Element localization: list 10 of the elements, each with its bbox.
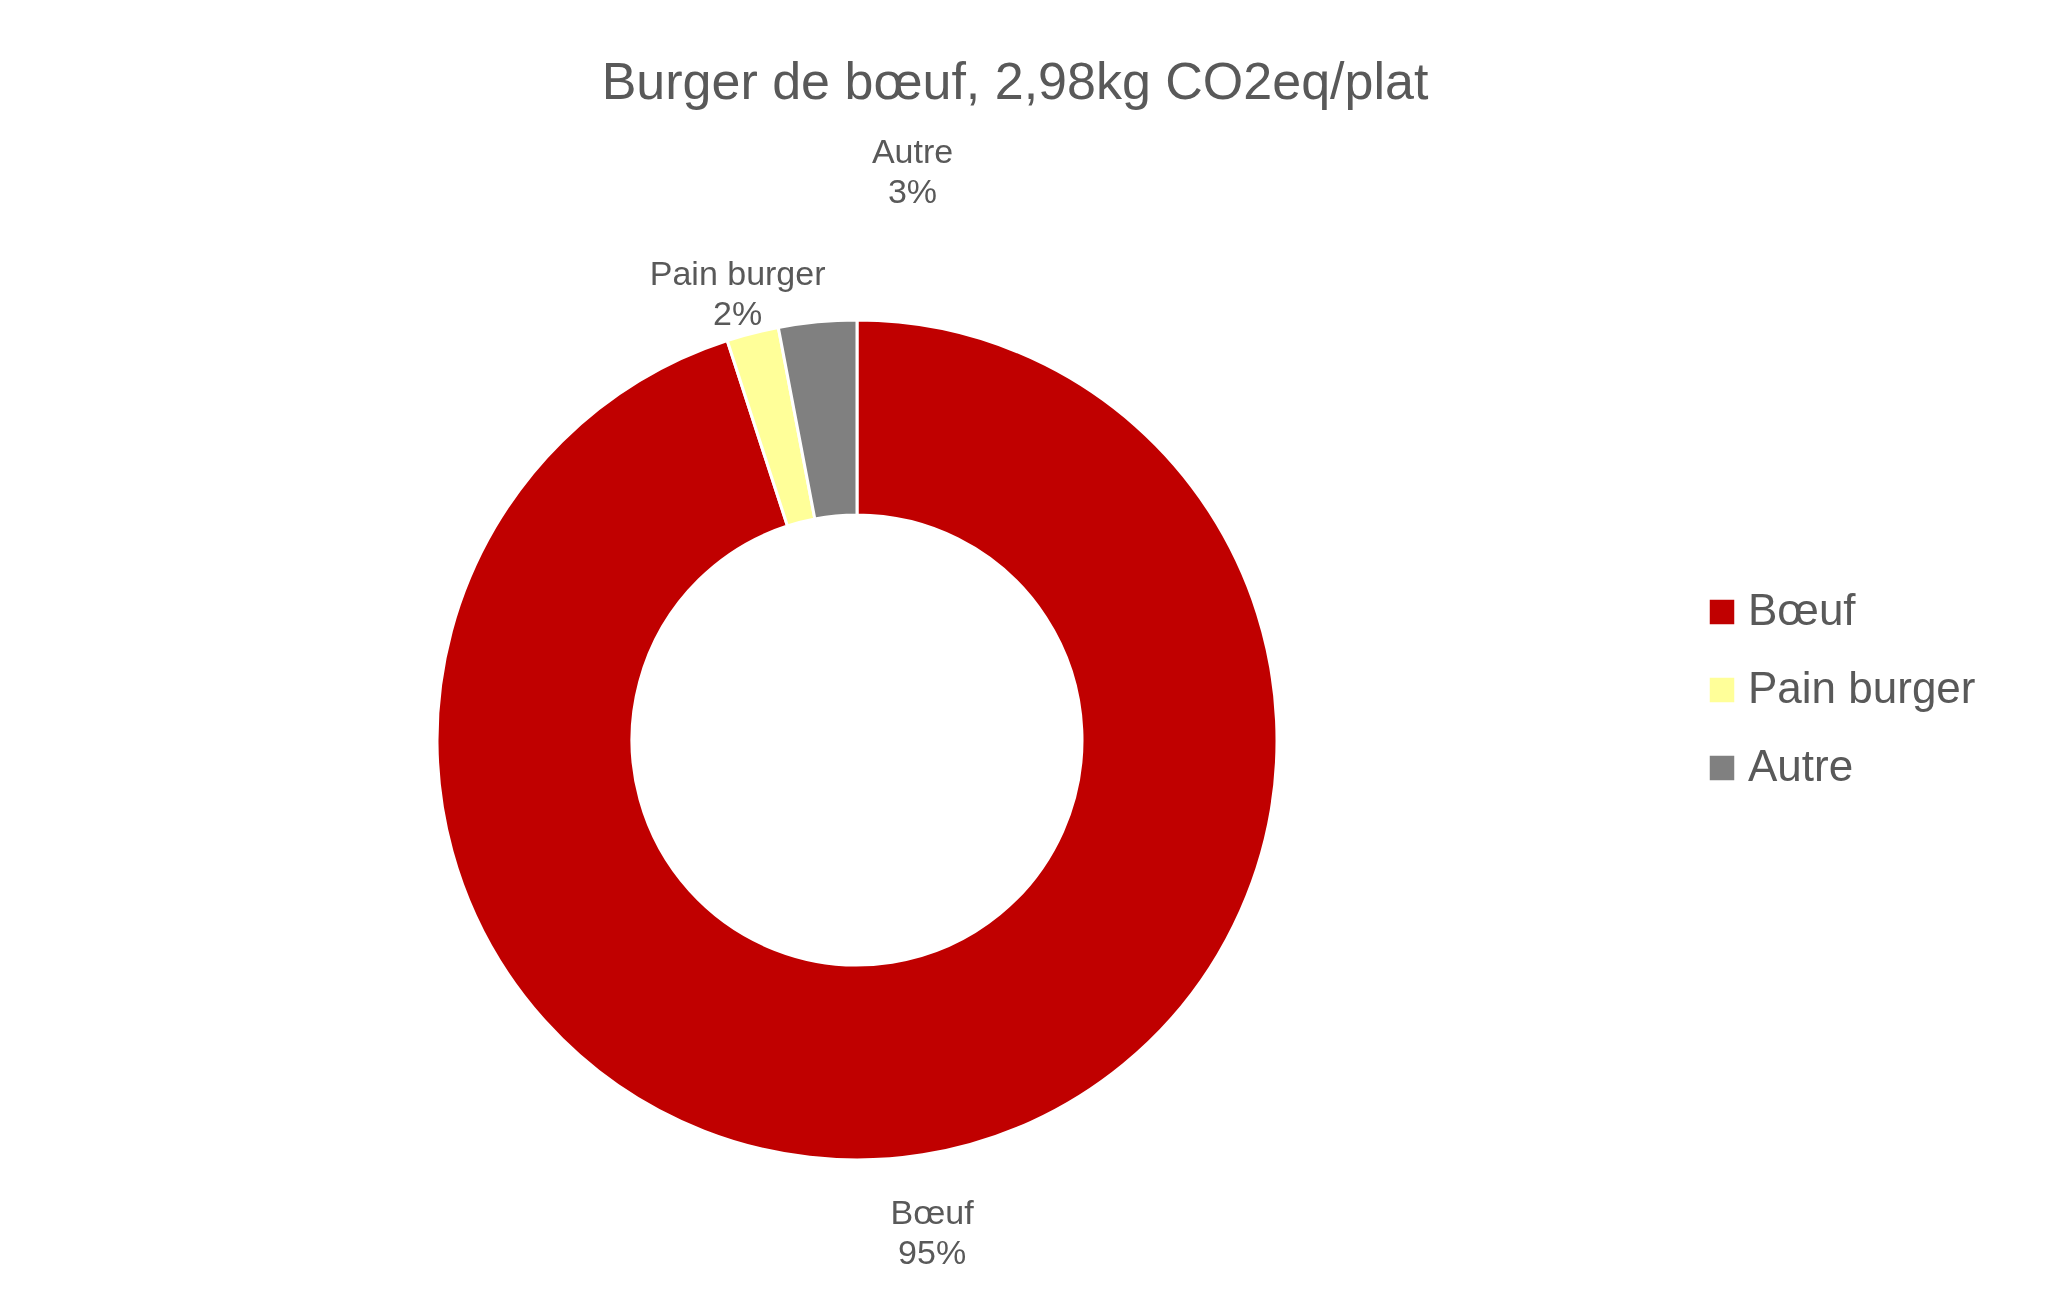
legend-label: Autre bbox=[1748, 741, 1854, 790]
data-label: 95% bbox=[898, 1233, 967, 1272]
data-label: 3% bbox=[887, 171, 938, 210]
slice-label: Autre bbox=[871, 131, 954, 170]
slice-label: Bœuf bbox=[890, 1193, 975, 1232]
data-label: 2% bbox=[713, 294, 763, 333]
chart-title: Burger de bœuf, 2,98kg CO2eq/plat bbox=[601, 52, 1429, 110]
slice-label: Pain burger bbox=[649, 254, 826, 293]
legend-label: Bœuf bbox=[1748, 585, 1857, 634]
legend-label: Pain burger bbox=[1748, 663, 1976, 712]
